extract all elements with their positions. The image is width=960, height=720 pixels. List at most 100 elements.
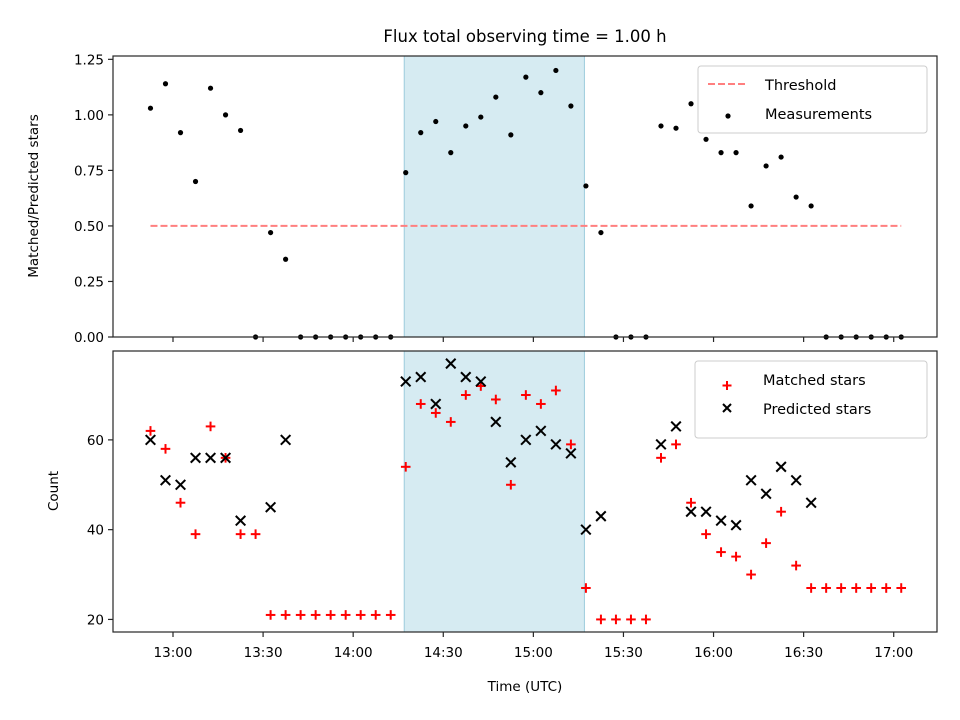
legend-predicted-label: Predicted stars xyxy=(763,402,871,418)
measurement-point xyxy=(688,101,694,107)
x-stroke-b xyxy=(175,479,187,491)
x-stroke-b xyxy=(775,461,787,473)
top-highlight-span xyxy=(403,55,585,338)
x-tick-label: 14:00 xyxy=(334,645,373,661)
matched-star-marker xyxy=(190,529,201,539)
x-stroke-b xyxy=(445,358,457,370)
measurement-point xyxy=(403,170,409,176)
measurement-point xyxy=(418,130,424,136)
x-stroke-b xyxy=(144,434,156,446)
matched-star-marker xyxy=(611,614,621,625)
matched-star-marker xyxy=(445,417,456,427)
y-tick-label: 0.25 xyxy=(74,274,104,290)
bottom-y-axis-label: Count xyxy=(46,471,62,511)
legend-matched-swatch xyxy=(722,381,732,390)
measurement-point xyxy=(493,94,499,100)
matched-star-marker xyxy=(295,610,306,620)
measurement-point xyxy=(658,123,664,129)
x-stroke-b xyxy=(685,506,697,518)
x-tick-label: 16:00 xyxy=(694,645,733,661)
matched-star-points xyxy=(145,381,907,625)
x-stroke-b xyxy=(430,398,442,410)
matched-star-marker xyxy=(521,390,531,400)
legend-measurements-label: Measurements xyxy=(765,107,872,123)
matched-star-marker xyxy=(430,408,441,418)
x-tick-label: 13:00 xyxy=(154,645,193,661)
matched-star-marker xyxy=(536,399,546,409)
matched-star-marker xyxy=(265,610,276,620)
measurement-point xyxy=(808,203,814,209)
matched-star-marker xyxy=(701,529,711,539)
predicted-star-marker xyxy=(730,519,742,531)
y-tick-label: 0.75 xyxy=(74,163,104,179)
top-legend: Threshold Measurements xyxy=(697,65,928,134)
x-stroke-b xyxy=(159,474,171,486)
x-stroke-b xyxy=(415,371,427,383)
y-tick-label: 60 xyxy=(87,433,104,449)
x-stroke-b xyxy=(220,452,232,464)
measurement-point xyxy=(583,183,589,189)
y-tick-label: 0.00 xyxy=(74,330,104,346)
measurement-point xyxy=(568,103,574,109)
measurement-point xyxy=(538,90,544,96)
matched-star-marker xyxy=(836,583,846,593)
x-stroke-b xyxy=(790,474,802,486)
matched-star-marker xyxy=(851,583,861,593)
ratio-axes: 0.00 0.25 0.50 0.75 1.00 1.25 Matched/Predict… xyxy=(26,52,938,346)
matched-star-marker xyxy=(596,614,606,625)
top-y-ticks: 0.00 0.25 0.50 0.75 1.00 1.25 xyxy=(74,52,113,346)
bottom-legend-box xyxy=(694,360,928,439)
matched-star-marker xyxy=(250,529,261,539)
x-stroke-b xyxy=(565,447,577,459)
x-stroke-b xyxy=(205,452,217,464)
x-stroke-b xyxy=(700,506,712,518)
bottom-highlight-span xyxy=(403,350,585,633)
predicted-star-marker xyxy=(520,434,532,446)
x-tick-label: 16:30 xyxy=(784,645,823,661)
x-tick-label: 17:00 xyxy=(874,645,913,661)
matched-star-marker xyxy=(506,479,516,490)
measurement-point xyxy=(207,85,214,91)
matched-star-marker xyxy=(460,390,471,400)
predicted-star-marker xyxy=(745,474,757,486)
matched-star-marker xyxy=(415,399,426,409)
predicted-star-marker xyxy=(655,438,667,450)
matched-star-marker xyxy=(776,506,786,517)
measurement-point xyxy=(192,178,199,185)
measurement-point xyxy=(283,256,289,262)
x-stroke-b xyxy=(595,510,607,522)
predicted-star-marker xyxy=(265,501,277,513)
matched-star-marker xyxy=(385,610,396,620)
matched-star-marker xyxy=(731,551,741,562)
measurement-point xyxy=(748,203,754,209)
predicted-star-marker xyxy=(580,524,592,536)
y-tick-label: 40 xyxy=(87,523,104,539)
x-tick-label: 15:30 xyxy=(604,645,643,661)
measurement-point xyxy=(508,132,514,138)
bottom-x-ticks: 13:00 13:30 14:00 14:30 15:00 15:30 16:00 16:30… xyxy=(154,632,913,661)
predicted-star-marker xyxy=(805,497,817,509)
predicted-star-marker xyxy=(490,416,502,428)
predicted-star-marker xyxy=(280,434,292,446)
x-stroke-b xyxy=(745,474,757,486)
measurement-point xyxy=(703,136,709,142)
top-x-ticks xyxy=(172,337,895,342)
top-axes-frame xyxy=(112,55,938,338)
measurement-point xyxy=(598,229,604,236)
x-stroke-b xyxy=(760,488,772,500)
predicted-star-marker xyxy=(535,425,547,437)
matched-star-marker xyxy=(325,610,336,620)
matched-star-marker xyxy=(175,497,186,508)
x-stroke-b xyxy=(805,497,817,509)
predicted-star-marker xyxy=(700,506,712,518)
measurement-point xyxy=(463,123,469,129)
bottom-legend: Matched stars Predicted stars xyxy=(694,360,928,439)
x-stroke-b xyxy=(280,434,292,446)
predicted-star-marker xyxy=(550,438,562,450)
predicted-star-marker xyxy=(715,515,727,527)
matched-star-marker xyxy=(551,385,561,396)
matched-star-marker xyxy=(866,583,876,593)
legend-measurements-swatch xyxy=(725,113,731,119)
measurement-point xyxy=(763,163,769,169)
